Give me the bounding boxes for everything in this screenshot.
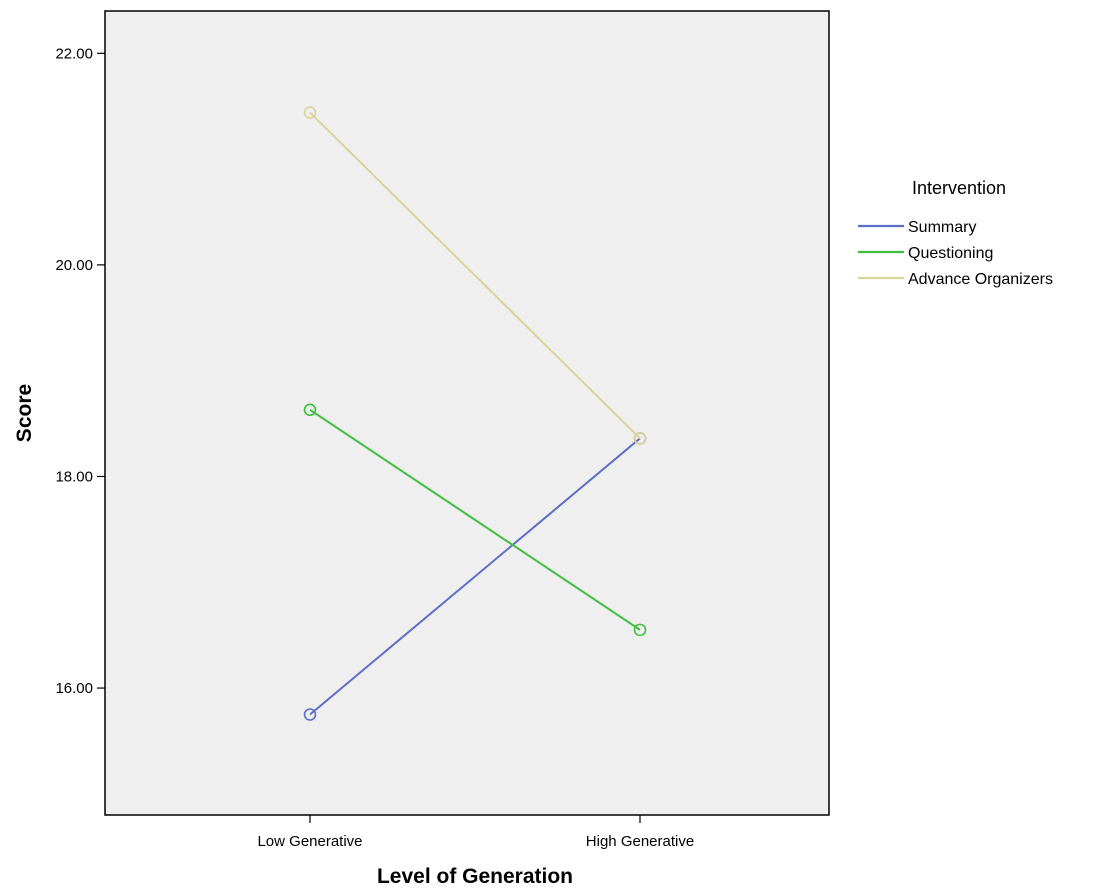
legend-item: Questioning bbox=[858, 245, 993, 262]
x-tick-label: Low Generative bbox=[257, 833, 362, 850]
y-axis-title: Score bbox=[13, 384, 36, 442]
y-tick-label: 20.00 bbox=[55, 257, 93, 274]
plot-area bbox=[104, 10, 830, 816]
x-tick-label: High Generative bbox=[586, 833, 694, 850]
legend-label: Questioning bbox=[908, 245, 993, 262]
data-point bbox=[633, 623, 647, 637]
data-point bbox=[303, 403, 317, 417]
series-questioning bbox=[303, 403, 647, 637]
series-layer bbox=[303, 106, 647, 721]
series-advance-organizers bbox=[303, 106, 647, 445]
legend: Intervention Summary Questioning Advance O… bbox=[858, 178, 1053, 288]
data-point bbox=[633, 432, 647, 445]
x-axis: Low Generative High Generative bbox=[257, 815, 694, 850]
y-tick-label: 22.00 bbox=[55, 45, 93, 62]
y-axis: 16.00 18.00 20.00 22.00 bbox=[55, 45, 105, 697]
y-tick-label: 18.00 bbox=[55, 468, 93, 485]
series-line bbox=[309, 437, 641, 716]
x-axis-title: Level of Generation bbox=[377, 865, 573, 888]
y-tick-label: 16.00 bbox=[55, 680, 93, 697]
legend-item: Advance Organizers bbox=[858, 271, 1053, 288]
legend-label: Advance Organizers bbox=[908, 271, 1053, 288]
legend-title: Intervention bbox=[912, 178, 1006, 198]
series-line bbox=[309, 111, 641, 440]
data-point bbox=[303, 106, 317, 119]
series-line bbox=[309, 408, 641, 631]
legend-items: Summary Questioning Advance Organizers bbox=[858, 219, 1053, 288]
legend-item: Summary bbox=[858, 219, 976, 236]
legend-label: Summary bbox=[908, 219, 976, 236]
data-point bbox=[303, 708, 317, 721]
